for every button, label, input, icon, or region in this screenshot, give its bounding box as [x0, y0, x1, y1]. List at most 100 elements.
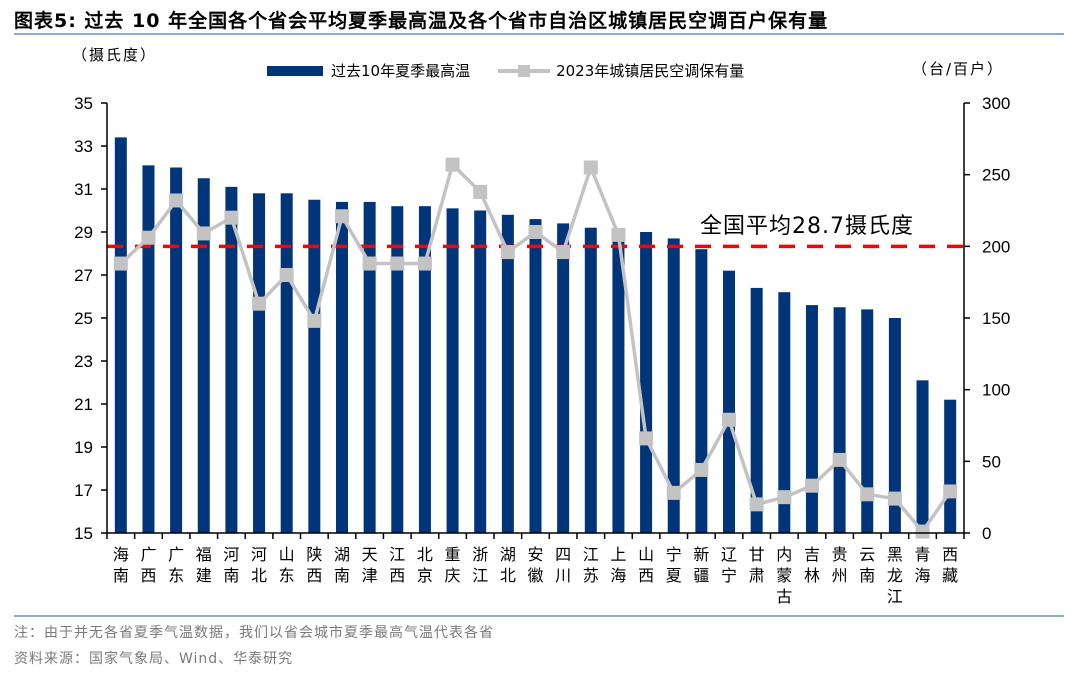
bar [335, 201, 348, 533]
left-tick-label: 31 [74, 180, 93, 199]
bar [944, 399, 957, 533]
bar [363, 201, 376, 533]
bar [170, 167, 183, 533]
x-axis-label: 夏 [666, 566, 682, 585]
x-axis-label: 西 [638, 566, 654, 585]
x-axis-label: 内 [776, 545, 792, 564]
x-axis-label: 新 [693, 545, 709, 564]
x-axis-label: 海 [915, 566, 931, 585]
x-axis-labels: 海南广西广东福建河南河北山东陕西湖南天津江西北京重庆浙江湖北安徽四川江苏上海山西… [113, 545, 958, 606]
line-marker [887, 491, 902, 506]
bar [584, 227, 597, 533]
right-tick-label: 150 [982, 309, 1010, 328]
x-axis-label: 湖 [500, 545, 516, 564]
x-axis-label: 宁 [721, 566, 737, 585]
right-axis-unit: （台/百户） [912, 60, 1005, 78]
bar [861, 309, 874, 533]
line-marker [915, 524, 930, 539]
legend-item-line: 2023年城镇居民空调保有量 [498, 60, 744, 81]
legend-bar-label: 过去10年夏季最高温 [331, 62, 471, 80]
x-axis-label: 海 [113, 545, 129, 564]
legend: 过去10年夏季最高温 2023年城镇居民空调保有量 [267, 60, 772, 81]
title-divider [14, 33, 1064, 35]
x-axis-label: 龙 [887, 566, 903, 585]
x-axis-label: 辽 [721, 545, 737, 564]
chart-title: 图表5: 过去 10 年全国各个省会平均夏季最高温及各个省市自治区城镇居民空调百… [14, 10, 829, 32]
x-axis-label: 疆 [693, 566, 709, 585]
x-axis-label: 江 [472, 566, 488, 585]
x-axis-label: 河 [223, 545, 239, 564]
x-axis-label: 建 [196, 566, 212, 585]
right-tick-label: 300 [982, 94, 1010, 113]
x-axis-label: 南 [113, 566, 129, 585]
x-axis-label: 南 [859, 566, 875, 585]
x-axis-label: 南 [334, 566, 350, 585]
line-marker [611, 227, 626, 242]
x-axis-label: 北 [251, 566, 267, 585]
right-tick-label: 200 [982, 237, 1010, 256]
right-tick-label: 100 [982, 381, 1010, 400]
bar [557, 223, 570, 533]
line-marker [113, 256, 128, 271]
x-axis-label: 北 [417, 545, 433, 564]
x-axis-label: 西 [389, 566, 405, 585]
bar-swatch-icon [267, 65, 323, 76]
line-marker [528, 225, 543, 239]
x-axis-label: 山 [638, 545, 654, 564]
left-axis-unit: （摄氏度） [72, 46, 158, 64]
bar [916, 380, 929, 533]
x-axis-label: 青 [915, 545, 931, 564]
footer-divider [14, 615, 1064, 617]
bar [474, 210, 487, 533]
bar [640, 232, 653, 533]
x-axis-label: 西 [942, 545, 958, 564]
bar [391, 206, 404, 533]
x-axis-label: 云 [859, 545, 875, 564]
x-axis-label: 贵 [832, 545, 848, 564]
line-marker [473, 184, 488, 199]
x-axis-label: 林 [804, 566, 820, 585]
left-tick-label: 27 [74, 266, 93, 285]
x-axis-label: 甘 [749, 545, 765, 564]
x-axis-label: 山 [279, 545, 295, 564]
left-tick-label: 33 [74, 137, 93, 156]
x-axis-label: 河 [251, 545, 267, 564]
x-axis-label: 徽 [527, 566, 543, 585]
bar [833, 307, 846, 533]
line-marker [417, 256, 432, 271]
x-axis-label: 江 [389, 545, 405, 564]
bar-series [114, 137, 957, 534]
bar [667, 238, 680, 533]
x-axis-label: 蒙 [776, 566, 792, 585]
bar [612, 229, 625, 533]
x-axis-label: 西 [306, 566, 322, 585]
bar [446, 208, 459, 533]
bar [253, 193, 266, 534]
bar [280, 193, 293, 534]
line-series [113, 157, 958, 539]
bar [114, 137, 127, 533]
x-axis-label: 广 [140, 545, 156, 564]
x-axis-label: 川 [555, 566, 571, 585]
left-tick-label: 19 [74, 438, 93, 457]
x-axis-label: 黑 [887, 545, 903, 564]
average-annotation: 全国平均28.7摄氏度 [700, 214, 914, 239]
x-axis-label: 南 [223, 566, 239, 585]
x-axis-label: 上 [610, 545, 626, 564]
bar [142, 165, 155, 533]
bar [308, 199, 321, 533]
legend-line-label: 2023年城镇居民空调保有量 [556, 62, 745, 80]
x-axis-label: 西 [140, 566, 156, 585]
bar [750, 287, 763, 533]
axes: 15 17 19 21 23 25 27 29 31 33 35 0 50 100 150 200 250 300 [74, 94, 1010, 543]
line-marker [307, 313, 322, 328]
x-axis-label: 海 [610, 566, 626, 585]
x-axis-label: 宁 [666, 545, 682, 564]
x-axis-label: 庆 [445, 566, 461, 585]
bar [778, 292, 791, 533]
line-marker [556, 245, 571, 260]
line-marker [500, 245, 515, 260]
bar [418, 206, 431, 533]
source-note: 资料来源：国家气象局、Wind、华泰研究 [14, 651, 294, 667]
